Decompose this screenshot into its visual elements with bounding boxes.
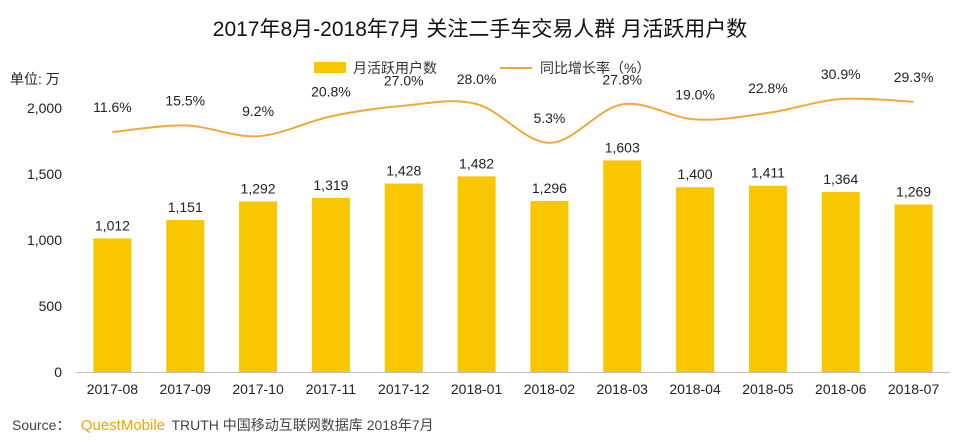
bar (530, 200, 569, 372)
bar-value-label: 1,411 (751, 165, 785, 181)
growth-value-label: 11.6% (93, 99, 132, 115)
bar-value-label: 1,292 (241, 180, 276, 196)
growth-value-label: 15.5% (165, 92, 205, 108)
x-tick-label: 2017-08 (87, 381, 139, 397)
source-suffix: TRUTH 中国移动互联网数据库 2018年7月 (171, 417, 433, 433)
legend-swatch-bar (314, 62, 346, 73)
bar-value-label: 1,603 (605, 139, 640, 155)
bar-value-label: 1,319 (313, 177, 348, 193)
x-tick-label: 2018-07 (888, 381, 940, 397)
y-tick-label: 0 (54, 364, 62, 380)
source-note: Source： QuestMobile TRUTH 中国移动互联网数据库 201… (12, 417, 434, 434)
bar (384, 183, 423, 372)
growth-value-label: 30.9% (821, 66, 861, 82)
bar (457, 176, 496, 372)
legend: 月活跃用户数 同比增长率（%） (314, 60, 650, 76)
y-tick-label: 2,000 (27, 100, 62, 116)
bar (239, 201, 278, 372)
growth-value-label: 5.3% (533, 110, 565, 126)
x-axis: 2017-08 2017-09 2017-10 2017-11 2017-12 2018-… (76, 372, 950, 397)
x-tick-label: 2018-04 (669, 381, 721, 397)
y-tick-label: 1,500 (27, 166, 62, 182)
x-tick-label: 2017-12 (378, 381, 430, 397)
bar-value-label: 1,364 (823, 171, 858, 187)
growth-value-label: 29.3% (894, 69, 934, 85)
x-tick-label: 2017-10 (232, 381, 284, 397)
x-tick-label: 2018-06 (815, 381, 867, 397)
x-tick-label: 2017-09 (160, 381, 212, 397)
bar (603, 160, 642, 372)
bar-value-label: 1,012 (95, 217, 130, 233)
bar (748, 185, 787, 372)
x-tick-label: 2018-02 (524, 381, 576, 397)
bar-value-label: 1,400 (678, 166, 713, 182)
growth-line: 11.6% 15.5% 9.2% 20.8% 27.0% 28.0% 5.3% 27.8% 19… (93, 66, 934, 144)
bars: 1,012 1,151 1,292 1,319 1,428 1,482 1,296 1,603… (93, 139, 933, 372)
bar (93, 238, 132, 372)
bar (894, 204, 933, 372)
x-tick-label: 2018-03 (597, 381, 649, 397)
x-tick-label: 2017-11 (306, 381, 357, 397)
bar-value-label: 1,151 (168, 199, 203, 215)
x-tick-label: 2018-01 (451, 381, 503, 397)
svg-text:Source： QuestMobile: Source： QuestMobile TRUTH 中国移动互联网数据库 201… (12, 417, 434, 434)
unit-label: 单位: 万 (10, 71, 60, 87)
bar (311, 197, 350, 372)
legend-label-bar: 月活跃用户数 (353, 60, 437, 76)
y-tick-label: 1,000 (27, 232, 62, 248)
bar (166, 220, 205, 372)
growth-value-label: 19.0% (675, 86, 715, 102)
y-axis: 0 500 1,000 1,500 2,000 (27, 100, 62, 380)
bar (676, 187, 715, 372)
growth-value-label: 27.8% (602, 71, 642, 87)
bar-value-label: 1,296 (532, 180, 567, 196)
growth-value-label: 20.8% (311, 83, 351, 99)
legend-label-line: 同比增长率（%） (540, 60, 650, 76)
growth-line-path (112, 97, 914, 144)
bar-value-label: 1,269 (896, 183, 931, 199)
y-tick-label: 500 (39, 298, 63, 314)
growth-value-label: 22.8% (748, 80, 788, 96)
bar (821, 191, 860, 372)
growth-value-label: 27.0% (384, 73, 424, 89)
bar-value-label: 1,428 (386, 163, 421, 179)
source-prefix: Source： (12, 417, 70, 433)
growth-value-label: 28.0% (457, 71, 497, 87)
source-brand: QuestMobile (81, 417, 165, 434)
x-tick-label: 2018-05 (742, 381, 794, 397)
growth-value-label: 9.2% (242, 103, 274, 119)
bar-value-label: 1,482 (459, 155, 494, 171)
chart-title: 2017年8月-2018年7月 关注二手车交易人群 月活跃用户数 (213, 18, 747, 41)
